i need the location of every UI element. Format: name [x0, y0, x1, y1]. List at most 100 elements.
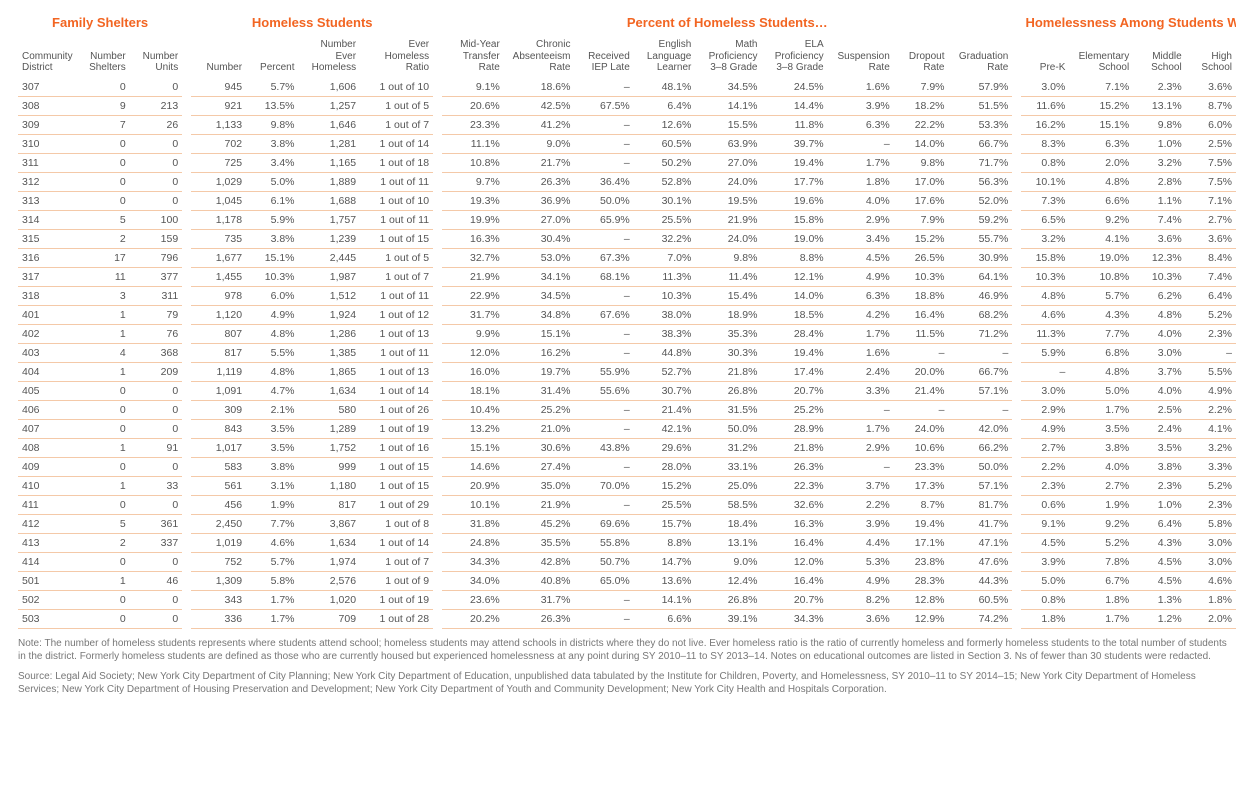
cell-ns: 3 [77, 286, 129, 305]
col-midyear-transfer: Mid-Year Transfer Rate [442, 36, 504, 78]
cell-elem: 4.8% [1069, 172, 1133, 191]
cell-iep: – [574, 286, 633, 305]
cell-nu: 0 [130, 552, 182, 571]
cell-cd: 405 [18, 381, 77, 400]
cell-iep: 43.8% [574, 438, 633, 457]
cell-high: 2.5% [1186, 134, 1236, 153]
col-percent: Percent [246, 36, 298, 78]
cell-mid: 4.0% [1133, 324, 1185, 343]
cell-sus: 1.7% [828, 324, 894, 343]
col-dropout: Dropout Rate [894, 36, 949, 78]
cell-nu: 33 [130, 476, 182, 495]
cell-elem: 1.9% [1069, 495, 1133, 514]
cell-high: 4.1% [1186, 419, 1236, 438]
cell-high: 5.2% [1186, 305, 1236, 324]
cell-n: 1,178 [191, 210, 246, 229]
cell-ell: 11.3% [634, 267, 696, 286]
table-row: 316177961,67715.1%2,4451 out of 532.7%53… [18, 248, 1236, 267]
cell-grad: 60.5% [949, 590, 1013, 609]
cell-ell: 60.5% [634, 134, 696, 153]
cell-sus: – [828, 134, 894, 153]
cell-elem: 7.7% [1069, 324, 1133, 343]
cell-mid: 10.3% [1133, 267, 1185, 286]
cell-iep: 70.0% [574, 476, 633, 495]
group-homelessness-among: Homelessness Among Students Who Are in… [1021, 12, 1236, 36]
cell-ell: 30.7% [634, 381, 696, 400]
cell-ela: 11.8% [761, 115, 827, 134]
group-homeless-students: Homeless Students [191, 12, 433, 36]
cell-ehr: 1 out of 15 [360, 229, 433, 248]
cell-p: 10.3% [246, 267, 298, 286]
cell-nu: 337 [130, 533, 182, 552]
cell-neh: 1,752 [299, 438, 361, 457]
cell-grad: 81.7% [949, 495, 1013, 514]
cell-grad: 51.5% [949, 96, 1013, 115]
cell-iep: – [574, 400, 633, 419]
cell-neh: 1,281 [299, 134, 361, 153]
col-num-ever-homeless: Number Ever Homeless [299, 36, 361, 78]
cell-high: 6.0% [1186, 115, 1236, 134]
cell-prek: 15.8% [1021, 248, 1069, 267]
cell-n: 456 [191, 495, 246, 514]
cell-myr: 22.9% [442, 286, 504, 305]
cell-ns: 0 [77, 172, 129, 191]
cell-myr: 16.0% [442, 362, 504, 381]
cell-myr: 10.4% [442, 400, 504, 419]
cell-cd: 407 [18, 419, 77, 438]
cell-nu: 0 [130, 78, 182, 97]
group-percent-homeless: Percent of Homeless Students… [442, 12, 1012, 36]
table-row: 31833119786.0%1,5121 out of 1122.9%34.5%… [18, 286, 1236, 305]
cell-mid: 12.3% [1133, 248, 1185, 267]
cell-n: 336 [191, 609, 246, 628]
cell-drop: 23.8% [894, 552, 949, 571]
cell-p: 5.9% [246, 210, 298, 229]
cell-p: 3.1% [246, 476, 298, 495]
cell-ehr: 1 out of 8 [360, 514, 433, 533]
cell-grad: 57.1% [949, 381, 1013, 400]
cell-ns: 5 [77, 210, 129, 229]
cell-drop: 18.2% [894, 96, 949, 115]
cell-ell: 52.7% [634, 362, 696, 381]
cell-prek: 10.1% [1021, 172, 1069, 191]
cell-n: 807 [191, 324, 246, 343]
cell-grad: 74.2% [949, 609, 1013, 628]
cell-elem: 1.7% [1069, 400, 1133, 419]
cell-iep: – [574, 153, 633, 172]
cell-iep: 69.6% [574, 514, 633, 533]
cell-ehr: 1 out of 5 [360, 96, 433, 115]
cell-ell: 44.8% [634, 343, 696, 362]
cell-iep: – [574, 590, 633, 609]
cell-n: 817 [191, 343, 246, 362]
cell-prek: 9.1% [1021, 514, 1069, 533]
cell-math: 18.4% [695, 514, 761, 533]
cell-ehr: 1 out of 15 [360, 476, 433, 495]
cell-prek: 7.3% [1021, 191, 1069, 210]
cell-n: 945 [191, 78, 246, 97]
cell-mid: 4.5% [1133, 552, 1185, 571]
cell-sus: 1.7% [828, 419, 894, 438]
cell-mid: 4.8% [1133, 305, 1185, 324]
cell-cd: 410 [18, 476, 77, 495]
cell-neh: 3,867 [299, 514, 361, 533]
cell-math: 25.0% [695, 476, 761, 495]
footnotes: Note: The number of homeless students re… [18, 637, 1236, 697]
cell-math: 13.1% [695, 533, 761, 552]
cell-car: 18.6% [504, 78, 575, 97]
cell-ela: 15.8% [761, 210, 827, 229]
cell-neh: 1,180 [299, 476, 361, 495]
cell-math: 63.9% [695, 134, 761, 153]
col-high: High School [1186, 36, 1236, 78]
cell-ell: 15.7% [634, 514, 696, 533]
cell-n: 309 [191, 400, 246, 419]
table-row: 31451001,1785.9%1,7571 out of 1119.9%27.… [18, 210, 1236, 229]
cell-neh: 1,889 [299, 172, 361, 191]
cell-car: 30.4% [504, 229, 575, 248]
cell-cd: 414 [18, 552, 77, 571]
cell-ns: 1 [77, 438, 129, 457]
cell-ehr: 1 out of 26 [360, 400, 433, 419]
cell-elem: 9.2% [1069, 514, 1133, 533]
cell-myr: 12.0% [442, 343, 504, 362]
cell-myr: 19.3% [442, 191, 504, 210]
cell-ell: 38.0% [634, 305, 696, 324]
cell-math: 31.2% [695, 438, 761, 457]
